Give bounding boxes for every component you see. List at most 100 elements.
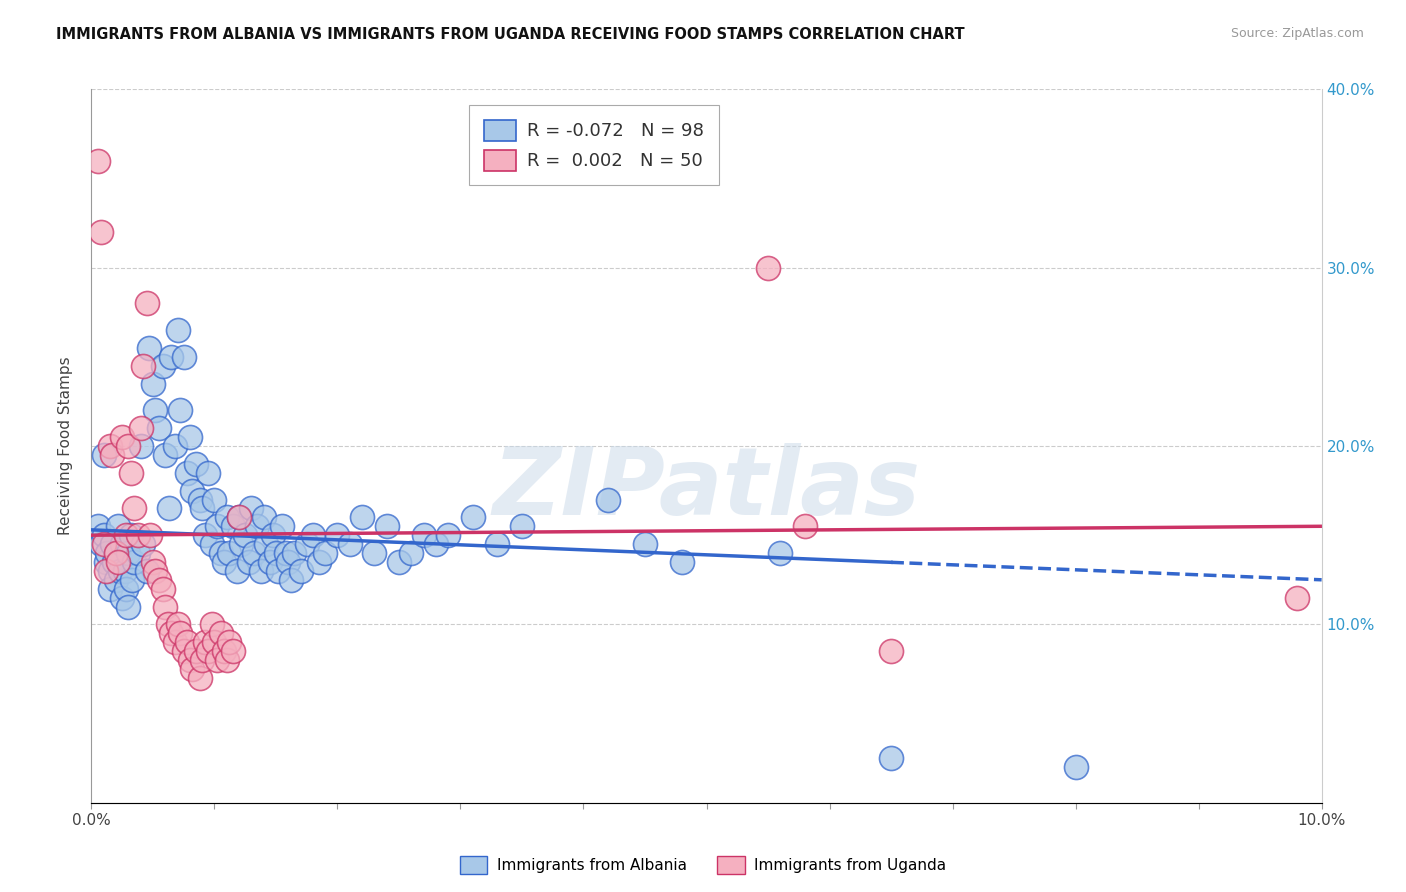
Point <box>111 430 134 444</box>
Point <box>246 519 269 533</box>
Point <box>267 564 290 578</box>
Point <box>129 421 152 435</box>
Point <box>218 546 240 560</box>
Point <box>252 510 274 524</box>
Point <box>264 546 287 560</box>
Point <box>188 492 211 507</box>
Point <box>283 546 305 560</box>
Point <box>117 546 139 560</box>
Point <box>259 555 281 569</box>
Legend: Immigrants from Albania, Immigrants from Uganda: Immigrants from Albania, Immigrants from… <box>454 850 952 880</box>
Point <box>363 546 385 560</box>
Point <box>222 644 245 658</box>
Point <box>240 501 263 516</box>
Point <box>152 582 174 596</box>
Point <box>105 546 127 560</box>
Point <box>274 546 297 560</box>
Point <box>202 635 225 649</box>
Point <box>132 537 155 551</box>
Point <box>157 501 180 516</box>
Point <box>176 635 198 649</box>
Point <box>101 537 124 551</box>
Point <box>437 528 460 542</box>
Point <box>295 537 318 551</box>
Point <box>160 626 183 640</box>
Point <box>96 555 117 569</box>
Point <box>191 653 214 667</box>
Point <box>114 528 138 542</box>
Point <box>193 635 217 649</box>
Point <box>231 537 253 551</box>
Point <box>399 546 422 560</box>
Point <box>176 466 198 480</box>
Point <box>1285 591 1308 605</box>
Point <box>280 573 302 587</box>
Point <box>277 555 299 569</box>
Point <box>124 501 146 516</box>
Point <box>181 662 204 676</box>
Point <box>138 341 160 355</box>
Point <box>215 653 238 667</box>
Point <box>152 359 174 373</box>
Point <box>96 546 118 560</box>
Point <box>1064 760 1087 774</box>
Point <box>228 510 250 524</box>
Y-axis label: Receiving Food Stamps: Receiving Food Stamps <box>58 357 73 535</box>
Point <box>412 528 434 542</box>
Point <box>222 519 245 533</box>
Point <box>184 457 207 471</box>
Point <box>339 537 361 551</box>
Point <box>142 376 165 391</box>
Point <box>214 644 236 658</box>
Point <box>166 323 188 337</box>
Point <box>93 537 115 551</box>
Point <box>135 564 157 578</box>
Point <box>105 546 127 560</box>
Point <box>120 528 142 542</box>
Point <box>352 510 374 524</box>
Point <box>135 296 157 310</box>
Point <box>225 564 247 578</box>
Point <box>124 555 146 569</box>
Point <box>121 573 143 587</box>
Point <box>114 582 138 596</box>
Point <box>105 573 127 587</box>
Point <box>173 350 195 364</box>
Point <box>86 519 108 533</box>
Point <box>197 466 219 480</box>
Point <box>111 537 134 551</box>
Point <box>250 564 273 578</box>
Point <box>301 528 323 542</box>
Point <box>142 555 165 569</box>
Point <box>205 519 228 533</box>
Point <box>101 448 124 462</box>
Point <box>188 671 211 685</box>
Point <box>93 448 115 462</box>
Point <box>153 448 177 462</box>
Point <box>145 403 166 417</box>
Point <box>169 403 191 417</box>
Point <box>271 519 294 533</box>
Point <box>160 350 183 364</box>
Point <box>153 599 177 614</box>
Point <box>179 653 201 667</box>
Point <box>108 564 131 578</box>
Point <box>486 537 509 551</box>
Point <box>290 564 312 578</box>
Point <box>86 153 108 168</box>
Point <box>209 546 232 560</box>
Text: Source: ZipAtlas.com: Source: ZipAtlas.com <box>1230 27 1364 40</box>
Point <box>156 617 179 632</box>
Point <box>145 564 166 578</box>
Point <box>98 582 121 596</box>
Text: IMMIGRANTS FROM ALBANIA VS IMMIGRANTS FROM UGANDA RECEIVING FOOD STAMPS CORRELAT: IMMIGRANTS FROM ALBANIA VS IMMIGRANTS FR… <box>56 27 965 42</box>
Point <box>201 537 224 551</box>
Point <box>127 546 149 560</box>
Point <box>169 626 191 640</box>
Point <box>314 546 336 560</box>
Point <box>375 519 398 533</box>
Point <box>634 537 657 551</box>
Point <box>98 439 121 453</box>
Point <box>202 492 225 507</box>
Point <box>107 519 129 533</box>
